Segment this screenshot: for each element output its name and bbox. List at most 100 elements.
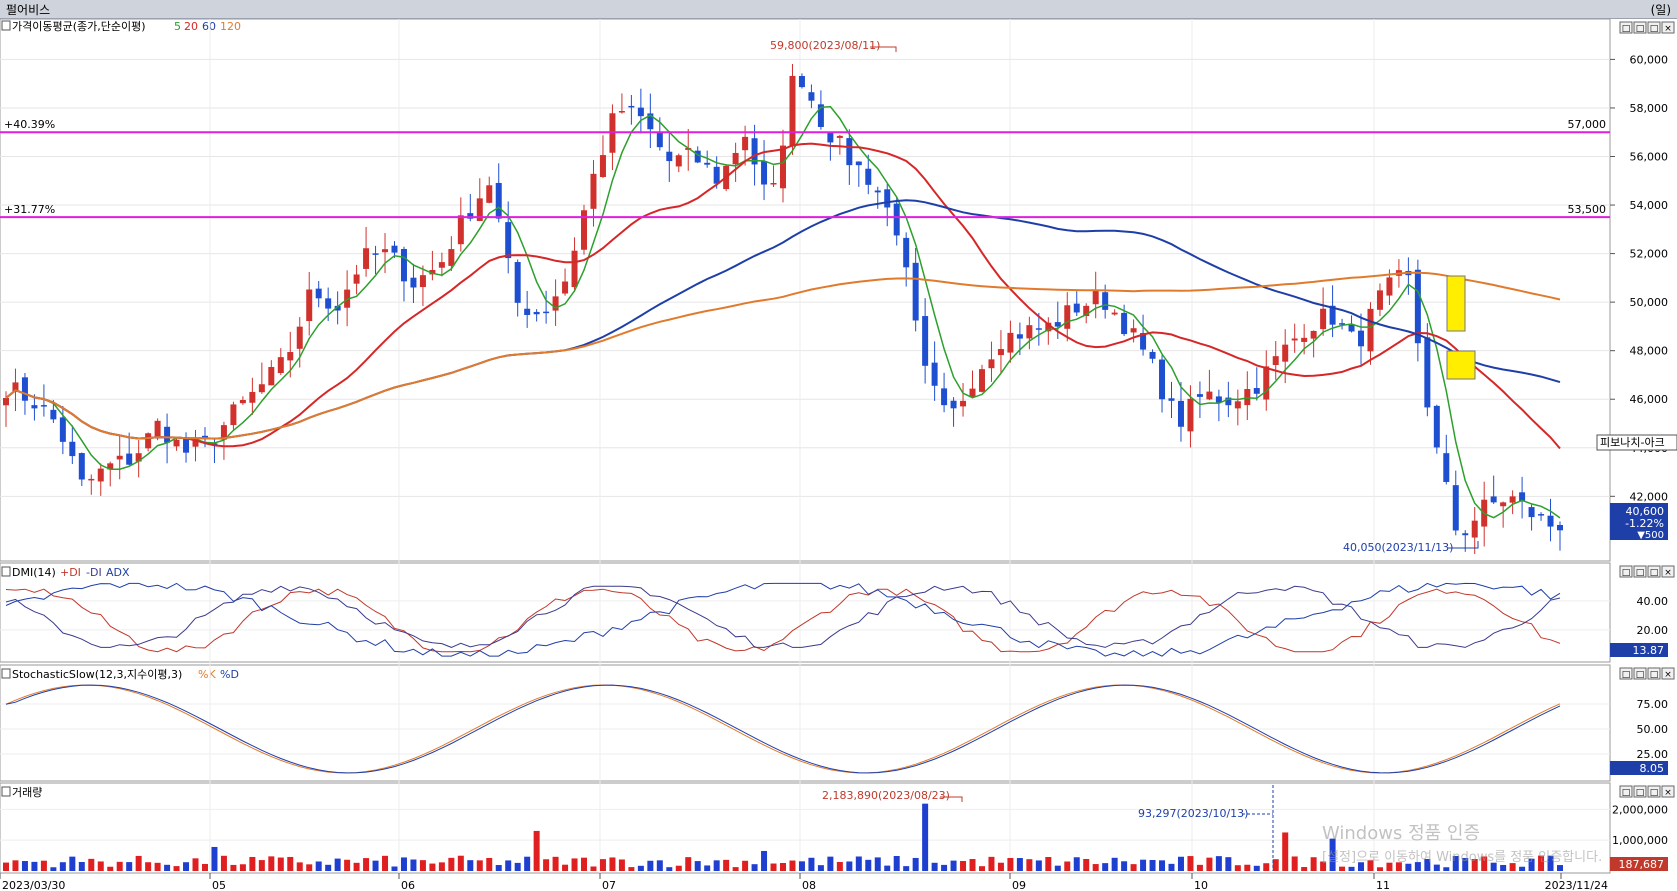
volume-bar bbox=[836, 861, 843, 871]
volume-bar bbox=[1433, 864, 1440, 871]
panel-window-button-glyph[interactable]: □ bbox=[1650, 670, 1659, 680]
panel-window-button[interactable] bbox=[1633, 785, 1647, 798]
date-tick-label: 2023/03/30 bbox=[2, 879, 65, 891]
candle-body bbox=[1187, 398, 1194, 432]
panel-window-button[interactable] bbox=[1619, 565, 1633, 578]
volume-bar bbox=[1405, 863, 1412, 871]
chart-canvas[interactable]: 가격이동평균(종가,단순이평) 5 20 60 120 DMI(14) +DI … bbox=[0, 19, 1677, 891]
volume-bar bbox=[1490, 862, 1497, 871]
volume-bar bbox=[562, 864, 569, 871]
panel-window-button[interactable] bbox=[1633, 21, 1647, 34]
panel-window-button[interactable] bbox=[1647, 565, 1661, 578]
volume-bar bbox=[296, 862, 303, 871]
candle-body bbox=[1130, 328, 1137, 333]
volume-bar bbox=[391, 866, 398, 871]
stoch-panel bbox=[0, 664, 1611, 782]
candle-body bbox=[201, 435, 208, 439]
volume-bar bbox=[1073, 857, 1080, 871]
panel-window-button-glyph[interactable]: □ bbox=[1622, 788, 1631, 798]
ma60-label: 60 bbox=[202, 20, 216, 33]
date-tick-label: 11 bbox=[1376, 879, 1390, 891]
volume-bar bbox=[50, 867, 57, 871]
panel-window-button-glyph[interactable]: □ bbox=[1636, 670, 1645, 680]
panel-window-button-glyph[interactable]: □ bbox=[1650, 24, 1659, 34]
candle-body bbox=[637, 107, 644, 117]
volume-bar bbox=[988, 856, 995, 871]
price-header-text: 가격이동평균(종가,단순이평) bbox=[12, 20, 146, 33]
panel-window-button[interactable] bbox=[1647, 667, 1661, 680]
panel-window-button-glyph[interactable]: × bbox=[1664, 670, 1672, 680]
volume-bar bbox=[31, 861, 38, 871]
panel-window-button[interactable] bbox=[1661, 785, 1675, 798]
candle-body bbox=[704, 162, 711, 165]
candle-body bbox=[1443, 453, 1450, 482]
panel-window-button[interactable] bbox=[1633, 565, 1647, 578]
highlight-box-1[interactable] bbox=[1446, 275, 1466, 332]
panel-window-button[interactable] bbox=[1647, 21, 1661, 34]
price-panel-header: 가격이동평균(종가,단순이평) 5 20 60 120 bbox=[1, 20, 241, 33]
panel-window-button-glyph[interactable]: × bbox=[1664, 788, 1672, 798]
panel-control-buttons[interactable]: □ □ □ × □ □ □ × □ □ □ × □ □ □ × bbox=[1619, 21, 1675, 798]
volume-bar bbox=[164, 864, 171, 871]
panel-window-button[interactable] bbox=[1661, 565, 1675, 578]
panel-window-button-glyph[interactable]: □ bbox=[1622, 670, 1631, 680]
volume-bar bbox=[211, 846, 218, 871]
panel-window-button-glyph[interactable]: □ bbox=[1636, 24, 1645, 34]
fibonacci-arc-box[interactable] bbox=[1596, 434, 1677, 451]
price-gridlines bbox=[0, 19, 1610, 873]
volume-bar bbox=[1310, 857, 1317, 871]
panel-window-button[interactable] bbox=[1661, 21, 1675, 34]
volume-bar bbox=[1102, 863, 1109, 871]
volume-bar bbox=[770, 863, 777, 871]
panel-window-button-glyph[interactable]: □ bbox=[1650, 788, 1659, 798]
panel-window-button[interactable] bbox=[1633, 667, 1647, 680]
panel-window-button[interactable] bbox=[1619, 667, 1633, 680]
panel-window-button[interactable] bbox=[1619, 21, 1633, 34]
volume-bar bbox=[1130, 864, 1137, 871]
hline1-left-label: +40.39% bbox=[4, 118, 55, 131]
panel-window-button-glyph[interactable]: × bbox=[1664, 24, 1672, 34]
panel-window-button[interactable] bbox=[1661, 667, 1675, 680]
price-tick-label: 54,000 bbox=[1630, 199, 1669, 212]
panel-window-button[interactable] bbox=[1619, 785, 1633, 798]
candle-body bbox=[126, 453, 133, 465]
volume-bar bbox=[685, 857, 692, 871]
panel-window-button-glyph[interactable]: □ bbox=[1636, 788, 1645, 798]
stoch-k-line bbox=[5, 684, 1561, 774]
volume-tick-label: 2,000,000 bbox=[1612, 803, 1668, 816]
volume-bar bbox=[126, 862, 133, 871]
candle-body bbox=[249, 391, 256, 403]
highlight-box-2[interactable] bbox=[1446, 350, 1476, 380]
panel-window-button-glyph[interactable]: □ bbox=[1636, 568, 1645, 578]
candle-body bbox=[315, 288, 322, 299]
volume-bar bbox=[107, 866, 114, 871]
panel-window-button[interactable] bbox=[1647, 785, 1661, 798]
stoch-current-value: 8.05 bbox=[1640, 762, 1665, 775]
volume-bar bbox=[277, 857, 284, 871]
panel-window-button-glyph[interactable]: × bbox=[1664, 568, 1672, 578]
stoch-d-line bbox=[5, 684, 1561, 774]
date-tick-label: 07 bbox=[602, 879, 616, 891]
candle-body bbox=[618, 111, 625, 113]
candle-body bbox=[192, 439, 199, 447]
volume-bar bbox=[1329, 838, 1336, 871]
volume-bar bbox=[599, 859, 606, 871]
volume-bar bbox=[1301, 867, 1308, 871]
candle-body bbox=[1007, 332, 1014, 353]
panel-window-button-glyph[interactable]: □ bbox=[1622, 24, 1631, 34]
volume-bar bbox=[135, 855, 142, 871]
candle-body bbox=[827, 132, 834, 143]
candle-body bbox=[1329, 305, 1336, 325]
volume-bar bbox=[552, 856, 559, 871]
dmi-panel-header: DMI(14) +DI -DI ADX bbox=[1, 566, 130, 579]
volume-bar bbox=[201, 863, 208, 871]
candle-body bbox=[1215, 396, 1222, 403]
candle-body bbox=[836, 135, 843, 138]
candle-body bbox=[457, 215, 464, 245]
candle-body bbox=[1092, 290, 1099, 305]
volume-bar bbox=[400, 857, 407, 871]
volume-bar bbox=[1092, 864, 1099, 871]
panel-window-button-glyph[interactable]: □ bbox=[1622, 568, 1631, 578]
fibonacci-arc-label[interactable]: 피보나치-아크 bbox=[1600, 436, 1665, 449]
panel-window-button-glyph[interactable]: □ bbox=[1650, 568, 1659, 578]
